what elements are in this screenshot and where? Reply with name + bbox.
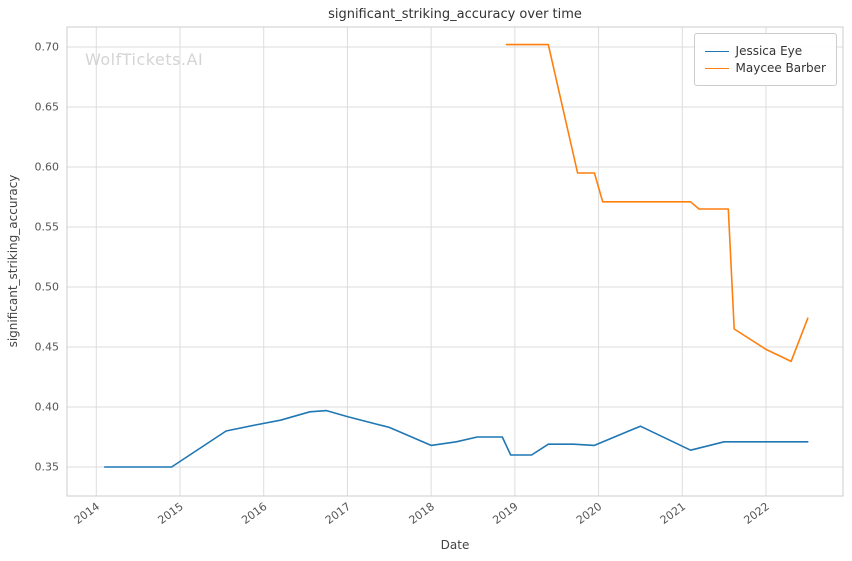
y-tick-label: 0.65 [35,101,60,114]
x-axis-label: Date [441,538,470,552]
x-tick-label: 2016 [239,500,269,527]
x-tick-label: 2015 [155,500,185,527]
legend-item-maycee-barber: Maycee Barber [704,61,826,75]
legend-label: Maycee Barber [735,61,826,75]
y-tick-label: 0.50 [35,280,60,293]
chart-title: significant_striking_accuracy over time [328,7,582,22]
y-tick-label: 0.70 [35,41,60,54]
watermark: WolfTickets.AI [85,50,203,69]
legend: Jessica Eye Maycee Barber [693,33,837,86]
plot-border [66,26,844,497]
y-axis-label: significant_striking_accuracy [6,175,20,348]
x-tick-label: 2018 [407,500,437,527]
legend-line-swatch [704,67,729,69]
y-tick-label: 0.60 [35,161,60,174]
grid-lines [67,27,843,496]
legend-label: Jessica Eye [735,44,803,58]
legend-item-jessica-eye: Jessica Eye [704,44,826,58]
y-tick-label: 0.40 [35,400,60,413]
x-tick-label: 2014 [72,500,102,527]
series-line-jessica-eye [103,409,809,468]
x-tick-label: 2021 [658,500,688,527]
legend-line-swatch [704,50,729,52]
x-tick-label: 2020 [574,500,604,527]
x-tick-label: 2019 [490,500,520,527]
series-lines [103,43,809,468]
y-tick-label: 0.55 [35,221,60,234]
x-tick-label: 2017 [323,500,353,527]
y-tick-label: 0.45 [35,340,60,353]
x-tick-label: 2022 [741,500,771,527]
y-tick-label: 0.35 [35,460,60,473]
axis-tick-labels: 0.35 0.40 0.45 0.50 0.55 0.60 0.65 0.70 2014 2015… [35,41,772,527]
series-line-maycee-barber [505,43,809,363]
